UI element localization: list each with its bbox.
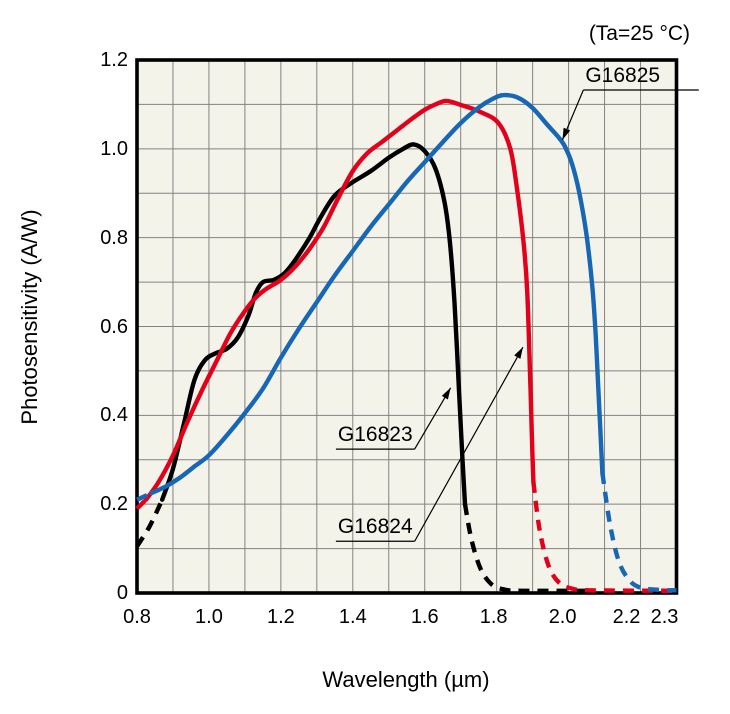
leader-line-g16823 [414, 387, 452, 450]
x-tick-label: 2.2 [612, 606, 641, 628]
x-axis-title: Wavelength (µm) [322, 667, 490, 692]
curve-g16824-solid [143, 98, 536, 502]
y-tick-label: 1.2 [100, 49, 128, 71]
y-tick-label: 1.0 [100, 137, 128, 160]
curve-g16823-solid [160, 142, 468, 507]
curve-g16824-dashed-end [531, 481, 677, 593]
y-tick-label: 0.8 [100, 226, 128, 249]
y-tick-label: 0 [116, 582, 128, 604]
x-tick-label: 1.0 [195, 606, 223, 628]
leader-arrowhead-g16824 [514, 347, 523, 359]
y-tick-label: 0.2 [100, 493, 128, 516]
x-tick-label: 1.6 [410, 606, 439, 628]
curve-g16825-dashed-end [600, 472, 677, 593]
x-tick-label: 1.4 [338, 606, 367, 628]
curve-g16823-dashed-end [462, 503, 587, 594]
curve-g16823-dashed-start [135, 498, 165, 548]
series-label-g16824: G16824 [337, 515, 413, 539]
x-tick-label: 1.8 [479, 606, 508, 628]
y-tick-label: 0.4 [100, 404, 128, 427]
leader-arrowhead-g16823 [441, 387, 451, 400]
curve-g16825-solid [149, 92, 605, 496]
x-tick-label: 0.8 [123, 606, 151, 628]
leader-arrowhead-g16825 [562, 127, 571, 140]
series-label-g16825: G16825 [585, 63, 661, 87]
y-tick-label: 0.6 [100, 315, 128, 338]
x-tick-label: 1.2 [266, 606, 295, 628]
series-label-g16823: G16823 [337, 423, 413, 447]
plot-border [135, 58, 679, 595]
temperature-condition-note: (Ta=25 °C) [588, 22, 690, 45]
x-tick-label: 2.3 [650, 606, 679, 628]
x-tick-label: 2.0 [548, 606, 577, 628]
y-axis-title: Photosensitivity (A/W) [17, 209, 42, 425]
curve-g16825-dashed-start [136, 491, 153, 502]
leader-line-g16824 [414, 346, 524, 542]
